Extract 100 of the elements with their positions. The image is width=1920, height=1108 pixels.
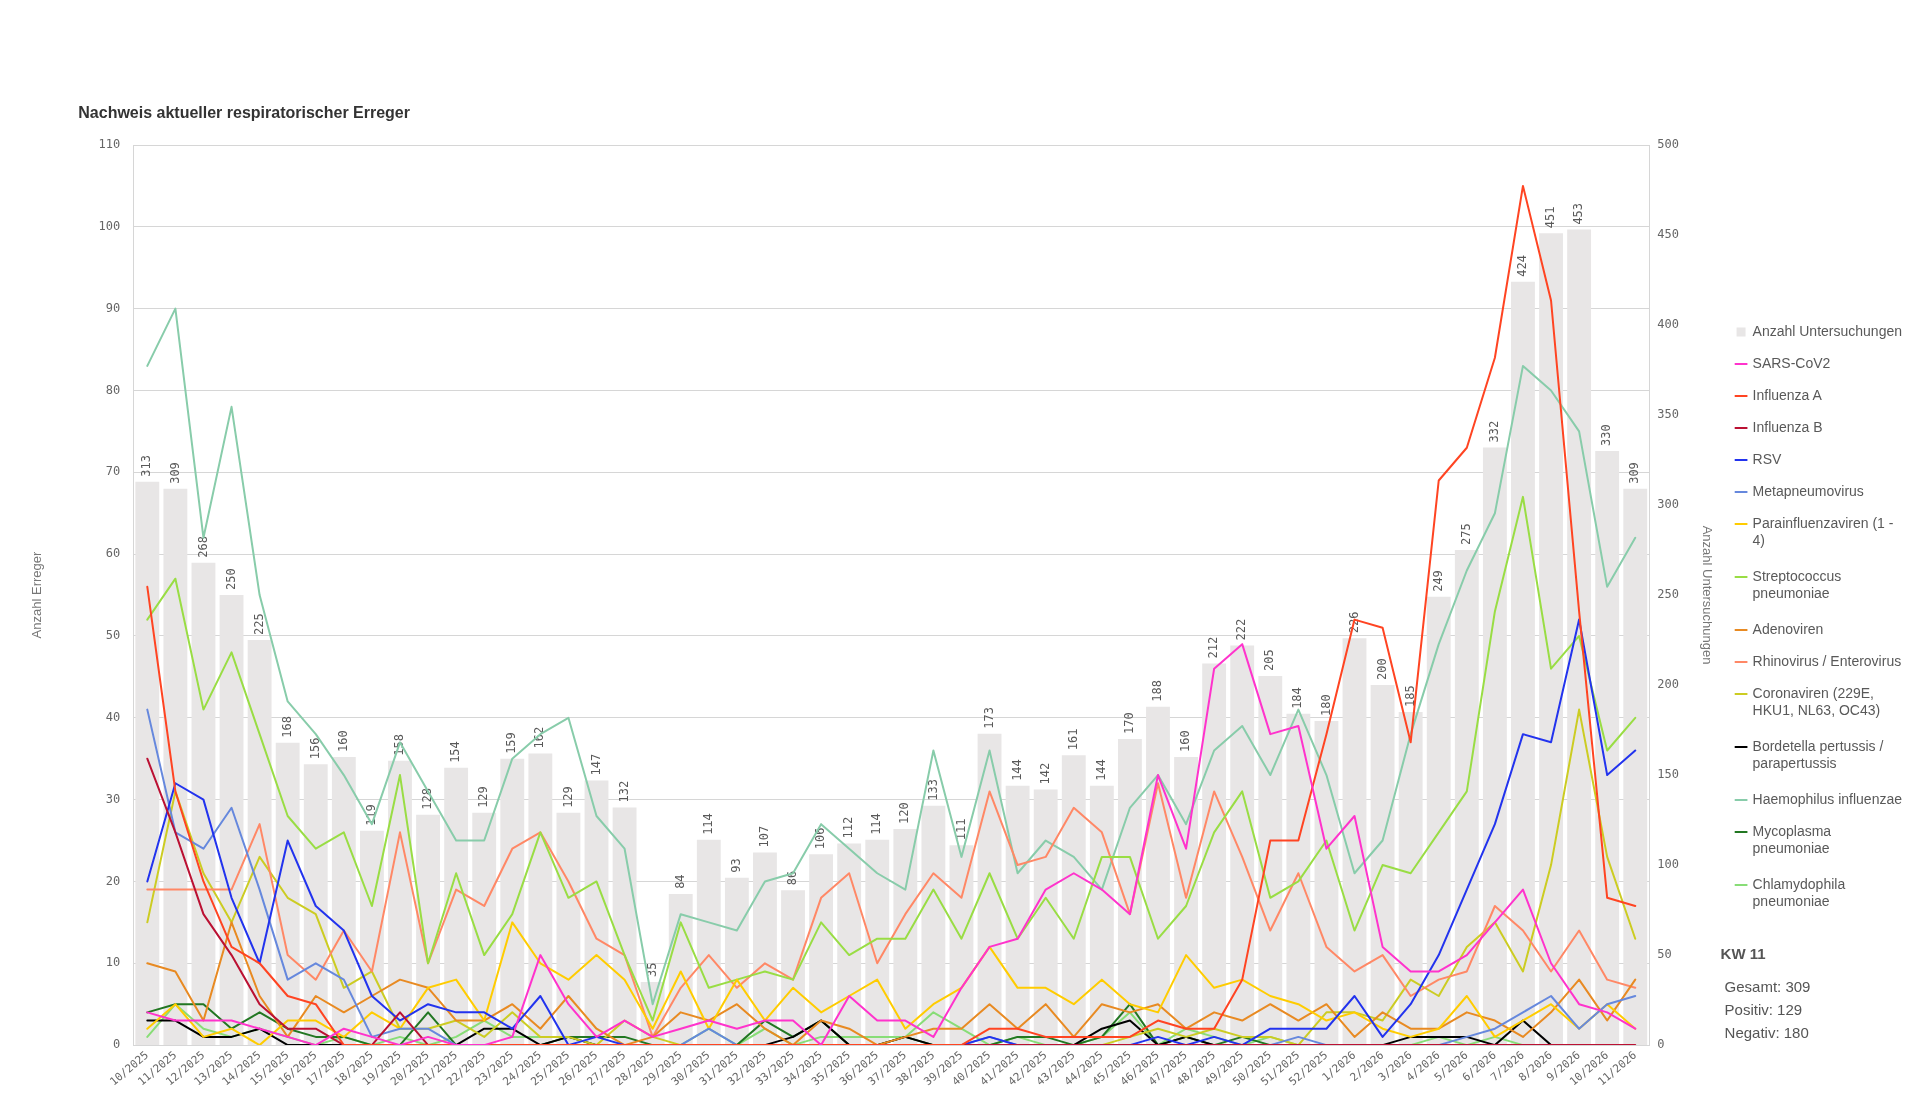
- y2-tick-label: 350: [1657, 407, 1679, 422]
- data-label: 132: [616, 780, 631, 803]
- bar: [921, 805, 946, 1046]
- y-tick-label: 0: [113, 1037, 121, 1052]
- data-label: 268: [195, 535, 210, 558]
- bar: [1089, 785, 1114, 1046]
- data-label: 424: [1515, 255, 1530, 277]
- y-tick-label: 80: [105, 382, 121, 397]
- bar: [753, 852, 777, 1046]
- legend-label: RSV: [1752, 450, 1783, 467]
- data-label: 212: [1206, 636, 1221, 659]
- data-label: 250: [223, 568, 238, 591]
- legend-label: Rhinovirus / Enterovirus: [1752, 652, 1902, 669]
- bar: [528, 753, 553, 1046]
- data-label: 173: [981, 706, 996, 729]
- legend-label: Parainfluenzaviren (1 - 4): [1752, 514, 1894, 549]
- y2-tick-label: 0: [1657, 1037, 1665, 1052]
- y-tick-label: 90: [105, 300, 121, 315]
- legend-label: Haemophilus influenzae: [1752, 790, 1903, 807]
- y2-tick-label: 300: [1657, 497, 1679, 512]
- bar: [1623, 488, 1648, 1046]
- bar: [1567, 229, 1592, 1046]
- data-label: 184: [1290, 687, 1305, 709]
- data-label: 313: [139, 454, 154, 477]
- text: KW 11: [1720, 945, 1766, 963]
- data-label: 332: [1487, 420, 1502, 443]
- bar: [1230, 645, 1255, 1046]
- bar: [135, 481, 160, 1046]
- bar: [1033, 789, 1058, 1046]
- data-label: 144: [1009, 759, 1024, 781]
- data-label: 222: [1234, 618, 1249, 641]
- bar: [1426, 596, 1451, 1046]
- bar: [1005, 785, 1030, 1046]
- y-tick-label: 70: [105, 464, 121, 479]
- legend-label: Coronaviren (229E, HKU1, NL63, OC43): [1752, 684, 1881, 719]
- data-label: 114: [700, 813, 715, 835]
- bar: [1286, 713, 1311, 1046]
- data-label: 93: [729, 858, 743, 873]
- data-label: 120: [897, 802, 912, 825]
- legend-label: Anzahl Untersuchungen: [1752, 322, 1902, 339]
- bar: [1398, 712, 1423, 1046]
- y-tick-label: 110: [98, 137, 121, 152]
- y-tick-label: 60: [105, 546, 121, 561]
- data-label: 249: [1430, 570, 1445, 592]
- legend-label: Streptococcus pneumoniae: [1752, 567, 1842, 602]
- text: Positiv: 129: [1724, 1001, 1803, 1019]
- bar: [1454, 550, 1479, 1046]
- data-label: 200: [1374, 658, 1389, 681]
- data-label: 144: [1093, 759, 1108, 781]
- text: Gesamt: 309: [1724, 978, 1811, 996]
- data-label: 275: [1458, 523, 1473, 546]
- y2-tick-label: 250: [1657, 587, 1679, 602]
- data-label: 156: [307, 737, 322, 760]
- y-axis-title: Anzahl Erreger: [29, 551, 45, 639]
- data-label: 185: [1402, 685, 1417, 708]
- data-label: 154: [448, 741, 463, 763]
- data-label: 160: [1178, 730, 1193, 753]
- data-label: 159: [504, 732, 519, 754]
- data-label: 170: [1122, 712, 1137, 735]
- y2-tick-label: 150: [1657, 767, 1679, 782]
- y-tick-label: 50: [105, 628, 121, 643]
- data-label: 161: [1065, 728, 1080, 751]
- bar: [163, 488, 188, 1046]
- data-label: 451: [1543, 206, 1558, 229]
- data-label: 84: [672, 874, 687, 889]
- bar: [1061, 755, 1086, 1046]
- y2-tick-label: 50: [1657, 947, 1672, 962]
- data-label: 330: [1599, 424, 1614, 447]
- data-label: 129: [476, 786, 491, 808]
- data-label: 106: [813, 827, 828, 850]
- text: Negativ: 180: [1724, 1024, 1809, 1042]
- bar: [1539, 233, 1563, 1046]
- data-label: 112: [841, 816, 856, 839]
- bar: [1202, 663, 1227, 1046]
- chart-title: Nachweis aktueller respiratorischer Erreger: [78, 104, 410, 122]
- y2-tick-label: 400: [1657, 317, 1679, 332]
- data-label: 309: [1627, 462, 1642, 484]
- legend-label: Influenza B: [1752, 418, 1823, 435]
- data-label: 453: [1571, 202, 1586, 225]
- data-label: 205: [1262, 649, 1277, 672]
- legend-label: Metapneumovirus: [1752, 482, 1864, 499]
- bar: [1595, 451, 1620, 1046]
- legend-label: Mycoplasma pneumoniae: [1752, 822, 1832, 857]
- legend-label: Adenoviren: [1752, 620, 1824, 637]
- y2-tick-label: 450: [1657, 227, 1679, 242]
- y-tick-label: 20: [105, 873, 121, 888]
- bar: [696, 839, 721, 1046]
- legend-label: Influenza A: [1752, 386, 1823, 403]
- legend-label: SARS-CoV2: [1752, 354, 1831, 371]
- y-tick-label: 40: [105, 709, 121, 724]
- data-label: 114: [869, 813, 884, 835]
- data-label: 107: [757, 825, 772, 848]
- data-label: 188: [1150, 679, 1165, 702]
- y2-axis-title: Anzahl Untersuchungen: [1700, 525, 1716, 665]
- y-tick-label: 10: [105, 955, 121, 970]
- bar: [1482, 447, 1507, 1046]
- legend-label: Chlamydophila pneumoniae: [1752, 875, 1846, 910]
- y-tick-label: 100: [98, 218, 121, 233]
- data-label: 133: [925, 778, 940, 801]
- y-tick-label: 30: [105, 791, 121, 806]
